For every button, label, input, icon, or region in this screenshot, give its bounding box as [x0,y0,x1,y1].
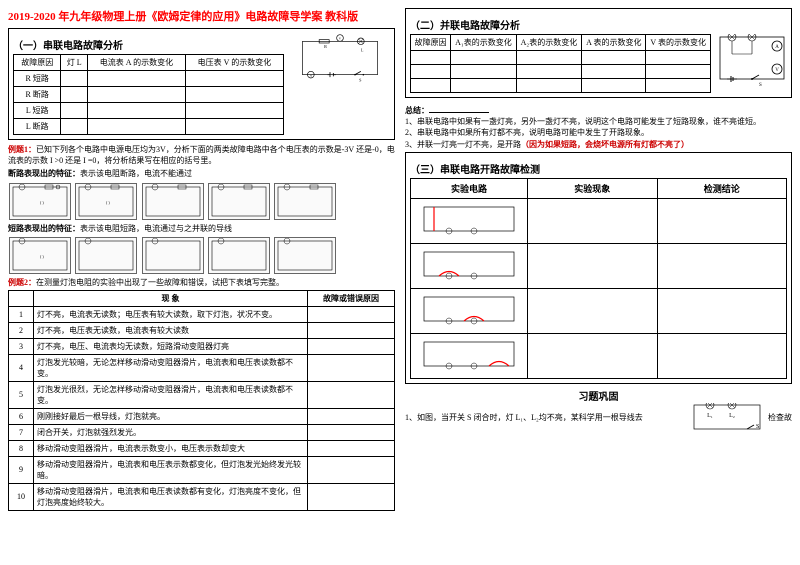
section-3: （三）串联电路开路故障检测 实验电路实验现象检测结论 [405,152,792,384]
section-3-header: （三）串联电路开路故障检测 [410,161,787,176]
svg-text:L₁: L₁ [707,413,713,419]
example-1: 例题1：已知下列各个电路中电源电压均为3V，分析下面的两类故障电路中各个电压表的… [8,144,395,166]
svg-text:L₂: L₂ [729,413,735,419]
svg-text:S: S [759,83,762,88]
svg-text:A: A [775,45,779,50]
exercise-header: 习题巩固 [405,388,792,403]
svg-text:V: V [339,37,342,41]
phenomenon-table: 现 象故障或错误原因 1灯不亮，电流表无读数；电压表有较大读数，取下灯泡，状况不… [8,290,395,511]
svg-text:R: R [324,44,327,49]
svg-text:( ): ( ) [40,200,44,205]
doc-title: 2019-2020 年九年级物理上册《欧姆定律的应用》电路故障导学案 教科版 [8,8,395,24]
svg-text:L: L [361,47,364,52]
detection-table: 实验电路实验现象检测结论 [410,178,787,379]
short-feature-label: 短路表现出的特征： [8,224,80,233]
parallel-circuit-diagram: A V S [717,34,787,91]
svg-text:( ): ( ) [106,200,110,205]
section-1: （一）串联电路故障分析 故障原因灯 L电流表 A 的示数变化电压表 V 的示数变… [8,28,395,140]
svg-text:S: S [359,77,362,82]
series-fault-table: 故障原因灯 L电流表 A 的示数变化电压表 V 的示数变化 R 短路 R 断路 … [13,54,284,135]
series-circuit-diagram: V R L A S [290,33,390,85]
svg-text:A: A [310,73,313,77]
summary-block: 总结： 1、串联电路中如果有一盏灯亮，另外一盏灯不亮，说明这个电路可能发生了短路… [405,102,792,150]
svg-text:S: S [756,424,759,430]
break-feature-label: 断路表现出的特征： [8,169,80,178]
right-column: （二）并联电路故障分析 故障原因A₁表的示数变化A₂表的示数变化A 表的示数变化… [405,8,792,511]
short-circuits-row: ( ) [8,236,395,275]
exercise-circuit-icon: L₁ L₂ S [692,403,762,433]
exercise-1: 1、如图，当开关 S 闭合时，灯 L₁、L₂均不亮，某科学用一根导线去 L₁L₂… [405,403,792,433]
parallel-fault-table: 故障原因A₁表的示数变化A₂表的示数变化A 表的示数变化V 表的示数变化 [410,34,711,93]
svg-text:V: V [775,68,779,73]
break-circuits-row: ( ) ( ) [8,182,395,221]
left-column: 2019-2020 年九年级物理上册《欧姆定律的应用》电路故障导学案 教科版 （… [8,8,395,511]
example-2: 例题2：在测量灯泡电阻的实验中出现了一些故障和错误，试把下表填写完整。 [8,277,395,288]
section-1-header: （一）串联电路故障分析 [13,37,284,52]
svg-text:( ): ( ) [40,254,44,259]
section-2-header: （二）并联电路故障分析 [410,17,787,32]
section-2: （二）并联电路故障分析 故障原因A₁表的示数变化A₂表的示数变化A 表的示数变化… [405,8,792,98]
